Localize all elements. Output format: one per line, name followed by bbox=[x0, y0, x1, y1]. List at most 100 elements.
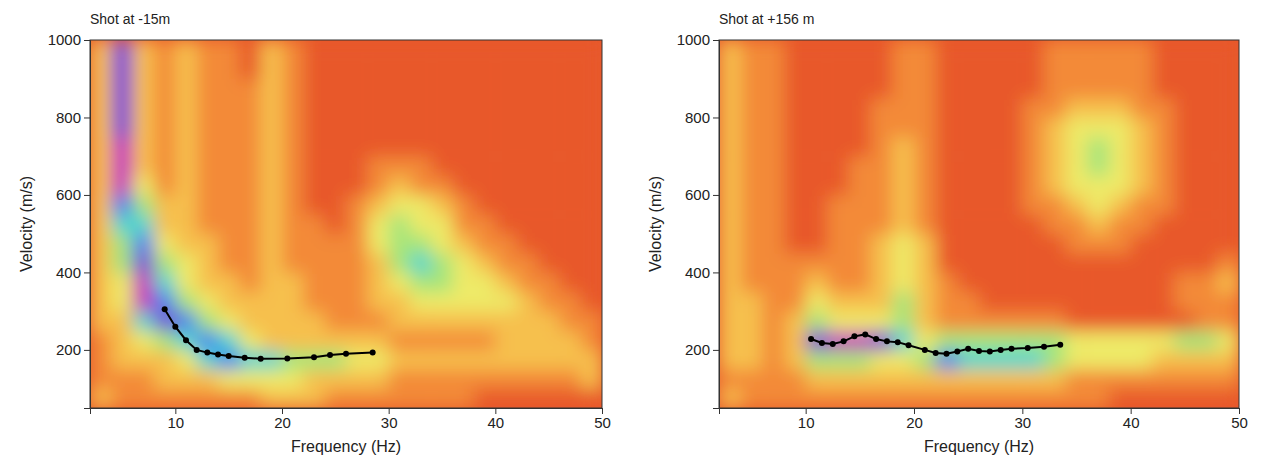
heatmap-cell bbox=[1131, 234, 1153, 254]
heatmap-cell bbox=[346, 176, 368, 196]
heatmap-cell bbox=[90, 79, 112, 99]
heatmap-cell bbox=[538, 59, 560, 79]
heatmap-cell bbox=[111, 195, 133, 215]
tick: 50 bbox=[1231, 408, 1248, 431]
heatmap-cell bbox=[719, 137, 741, 157]
heatmap-cell bbox=[453, 272, 475, 292]
heatmap-cell bbox=[453, 350, 475, 370]
tick-label: 1000 bbox=[48, 31, 81, 48]
heatmap-cell bbox=[1152, 253, 1174, 273]
heatmap-cell bbox=[367, 117, 389, 137]
heatmap-cell bbox=[741, 137, 763, 157]
heatmap-cell bbox=[282, 137, 304, 157]
heatmap-cell bbox=[325, 214, 347, 234]
heatmap-cell bbox=[806, 369, 828, 389]
heatmap-cell bbox=[559, 350, 581, 370]
heatmap-cell bbox=[325, 156, 347, 176]
heatmap-cell bbox=[538, 292, 560, 312]
heatmap-cell bbox=[133, 253, 155, 273]
heatmap-cell bbox=[806, 389, 828, 408]
heatmap-cell bbox=[741, 117, 763, 137]
heatmap-cell bbox=[1066, 331, 1088, 351]
heatmap-cell bbox=[1022, 156, 1044, 176]
heatmap-cell bbox=[197, 98, 219, 118]
heatmap-cell bbox=[806, 272, 828, 292]
heatmap-cell bbox=[431, 59, 453, 79]
heatmap-cell bbox=[979, 176, 1001, 196]
heatmap-cell bbox=[303, 117, 325, 137]
heatmap-cell bbox=[239, 234, 261, 254]
heatmap-cell bbox=[1044, 311, 1066, 331]
heatmap-cell bbox=[261, 369, 283, 389]
heatmap-cell bbox=[979, 369, 1001, 389]
heatmap-cell bbox=[197, 369, 219, 389]
heatmap-cell bbox=[303, 272, 325, 292]
heatmap-cell bbox=[346, 156, 368, 176]
heatmap-cell bbox=[367, 389, 389, 408]
heatmap-cell bbox=[154, 98, 176, 118]
heatmap-cell bbox=[389, 195, 411, 215]
heatmap-cell bbox=[1174, 79, 1196, 99]
heatmap-cell bbox=[346, 369, 368, 389]
heatmap-cell bbox=[367, 292, 389, 312]
heatmap-cell bbox=[90, 59, 112, 79]
heatmap-cell bbox=[914, 272, 936, 292]
heatmap-cell bbox=[914, 234, 936, 254]
heatmap-cell bbox=[517, 234, 539, 254]
heatmap-cell bbox=[1022, 350, 1044, 370]
tick: 200 bbox=[56, 341, 90, 358]
heatmap-cell bbox=[1044, 59, 1066, 79]
heatmap-cell bbox=[389, 156, 411, 176]
heatmap-cell bbox=[1174, 59, 1196, 79]
y-axis: 2004006008001000 bbox=[48, 31, 91, 408]
heatmap-cell bbox=[1066, 234, 1088, 254]
heatmap-cell bbox=[741, 176, 763, 196]
heatmap-cell bbox=[762, 311, 784, 331]
heatmap-cell bbox=[474, 292, 496, 312]
heatmap-cell bbox=[892, 117, 914, 137]
heatmap-cell bbox=[261, 156, 283, 176]
heatmap-cell bbox=[871, 40, 893, 60]
heatmap-cell bbox=[1001, 350, 1023, 370]
heatmap-cell bbox=[784, 389, 806, 408]
heatmap-cell bbox=[474, 389, 496, 408]
heatmap-cell bbox=[239, 156, 261, 176]
heatmap-cell bbox=[1087, 117, 1109, 137]
heatmap-cell bbox=[1066, 117, 1088, 137]
heatmap-cell bbox=[367, 156, 389, 176]
heatmap-cell bbox=[538, 253, 560, 273]
heatmap-cell bbox=[154, 272, 176, 292]
heatmap-cell bbox=[957, 195, 979, 215]
heatmap-cell bbox=[538, 389, 560, 408]
heatmap-cell bbox=[1087, 214, 1109, 234]
heatmap-cell bbox=[325, 272, 347, 292]
heatmap-cell bbox=[1001, 156, 1023, 176]
heatmap-cell bbox=[218, 98, 240, 118]
heatmap-cell bbox=[1131, 389, 1153, 408]
heatmap-cell bbox=[154, 40, 176, 60]
heatmap-cell bbox=[453, 117, 475, 137]
heatmap-cell bbox=[453, 59, 475, 79]
heatmap-cell bbox=[346, 311, 368, 331]
heatmap-cell bbox=[1044, 389, 1066, 408]
heatmap-cell bbox=[979, 195, 1001, 215]
heatmap-cell bbox=[849, 117, 871, 137]
plot-area bbox=[719, 40, 1239, 408]
heatmap-cell bbox=[1131, 369, 1153, 389]
heatmap-cell bbox=[133, 311, 155, 331]
heatmap-cell bbox=[1001, 40, 1023, 60]
curve-point bbox=[922, 347, 928, 353]
heatmap-cell bbox=[1196, 79, 1218, 99]
heatmap-cell bbox=[1131, 176, 1153, 196]
heatmap-cell bbox=[806, 253, 828, 273]
heatmap-cell bbox=[559, 272, 581, 292]
heatmap-cell bbox=[175, 176, 197, 196]
heatmap-cell bbox=[1152, 176, 1174, 196]
heatmap-cell bbox=[1044, 176, 1066, 196]
heatmap-cell bbox=[1217, 369, 1239, 389]
heatmap-cell bbox=[871, 311, 893, 331]
heatmap-cell bbox=[431, 253, 453, 273]
tick: 10 bbox=[167, 408, 184, 431]
heatmap-cell bbox=[892, 40, 914, 60]
heatmap-cell bbox=[1196, 137, 1218, 157]
